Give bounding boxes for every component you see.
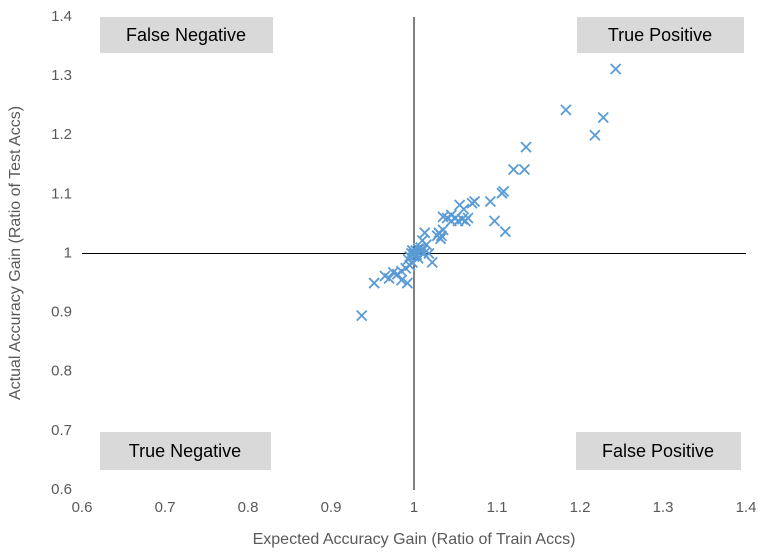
point — [496, 187, 508, 199]
point — [484, 195, 496, 208]
point — [368, 277, 380, 289]
x-tick-label: 0.9 — [321, 499, 342, 516]
point — [423, 247, 435, 260]
point — [458, 203, 470, 215]
point — [435, 230, 448, 242]
annotation-box — [577, 17, 744, 53]
y-tick-label: 0.6 — [51, 481, 72, 498]
y-tick-label: 1 — [64, 244, 72, 261]
point — [434, 233, 447, 245]
annotation: False Positive — [602, 441, 714, 461]
annotation: True Positive — [608, 25, 712, 45]
x-tick-label: 0.8 — [238, 499, 259, 516]
point — [499, 225, 511, 238]
point — [401, 277, 413, 289]
x-tick-label: 1 — [410, 499, 418, 516]
y-tick-label: 0.7 — [51, 422, 72, 439]
y-axis-label: Actual Accuracy Gain (Ratio of Test Accs… — [7, 106, 24, 400]
annotation-box — [576, 432, 741, 470]
annotation-box — [100, 432, 271, 470]
x-tick-label: 1.3 — [653, 499, 674, 516]
point — [416, 244, 428, 257]
point — [466, 197, 478, 209]
point — [610, 63, 622, 75]
point — [445, 215, 457, 227]
point — [507, 163, 520, 176]
point — [589, 129, 601, 141]
y-tick-label: 1.1 — [51, 185, 72, 202]
point — [488, 215, 501, 227]
x-tick-label: 1.4 — [736, 499, 757, 516]
point — [597, 111, 609, 124]
point — [560, 104, 572, 116]
x-tick-label: 0.7 — [155, 499, 176, 516]
y-tick-label: 0.8 — [51, 363, 72, 380]
point — [426, 256, 438, 269]
point — [419, 227, 431, 239]
annotation: False Negative — [126, 25, 246, 45]
x-tick-label: 1.1 — [487, 499, 508, 516]
y-tick-label: 0.9 — [51, 304, 72, 321]
point — [420, 238, 433, 251]
y-tick-label: 1.4 — [51, 8, 72, 25]
annotation: True Negative — [129, 441, 241, 461]
x-axis-label: Expected Accuracy Gain (Ratio of Train A… — [253, 531, 576, 548]
y-tick-label: 1.3 — [51, 67, 72, 84]
point — [356, 309, 368, 322]
point — [383, 272, 395, 284]
point — [404, 250, 416, 263]
point — [518, 163, 531, 176]
annotation-box — [100, 17, 273, 53]
point — [408, 250, 420, 263]
point — [437, 211, 449, 223]
x-tick-label: 1.2 — [570, 499, 591, 516]
x-tick-label: 0.6 — [72, 499, 93, 516]
y-tick-label: 1.2 — [51, 126, 72, 143]
point — [395, 274, 408, 286]
point — [520, 141, 532, 153]
